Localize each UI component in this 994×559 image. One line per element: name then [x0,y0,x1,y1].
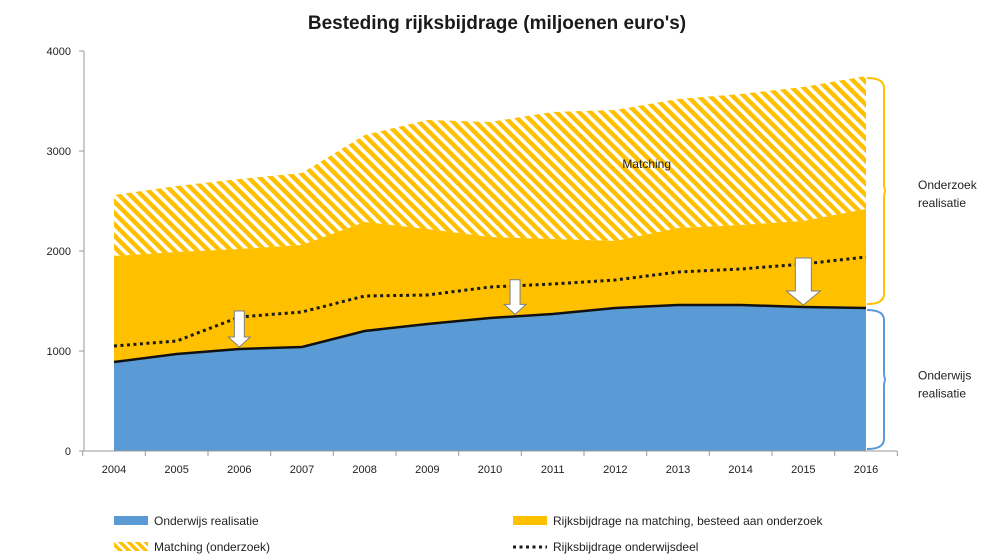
x-tick-label: 2013 [666,464,690,476]
down-arrow-2010 [502,279,528,316]
x-tick-label: 2009 [415,464,439,476]
y-tick-label: 4000 [47,46,71,58]
area-onderzoek-na-matching [114,209,866,362]
x-tick-label: 2007 [290,464,314,476]
x-tick-label: 2008 [352,464,376,476]
x-tick-label: 2010 [478,464,502,476]
area-onderwijs-realisatie [114,305,866,451]
y-tick-label: 0 [65,446,71,458]
plot-areas [114,76,866,451]
x-tick-label: 2004 [102,464,126,476]
x-tick-label: 2005 [164,464,188,476]
legend-swatch-matching [114,542,148,551]
axes: 0 1000 2000 3000 4000 2004 2005 2006 2007 2008 200… [47,46,898,476]
annotations: Matching Onderzoek realisatie Onderwijs real… [227,77,978,450]
down-arrow-2015 [784,257,822,306]
bracket-upper-label-line: Onderzoek [918,178,978,192]
legend-label: Rijksbijdrage onderwijsdeel [553,540,698,554]
chart-title: Besteding rijksbijdrage (miljoenen euro'… [308,13,686,34]
bracket-onderzoek-realisatie [866,77,887,305]
y-tick-label: 3000 [47,146,71,158]
legend-label: Matching (onderzoek) [154,540,270,554]
line-onderwijs-realisatie [113,303,867,364]
x-tick-label: 2016 [854,464,878,476]
bracket-lower-label-line: Onderwijs [918,369,971,383]
matching-label: Matching [622,157,671,171]
y-tick-label: 2000 [47,246,71,258]
x-tick-label: 2011 [541,464,565,476]
y-tick-label: 1000 [47,346,71,358]
legend: Onderwijs realisatie Rijksbijdrage na mat… [114,514,824,554]
x-tick-label: 2015 [791,464,815,476]
legend-swatch-onderwijs [114,516,148,525]
legend-label: Onderwijs realisatie [154,514,259,528]
x-tick-label: 2012 [603,464,627,476]
down-arrow-2006 [227,310,252,348]
bracket-onderwijs-realisatie [866,309,887,450]
x-tick-label: 2006 [227,464,251,476]
plot-lines [113,255,867,364]
x-tick-label: 2014 [728,464,752,476]
bracket-upper-label-line: realisatie [918,196,966,210]
bracket-lower-label-line: realisatie [918,387,966,401]
legend-swatch-onderzoek [513,516,547,525]
legend-label: Rijksbijdrage na matching, besteed aan o… [553,514,824,528]
area-matching-onderzoek [114,76,866,256]
